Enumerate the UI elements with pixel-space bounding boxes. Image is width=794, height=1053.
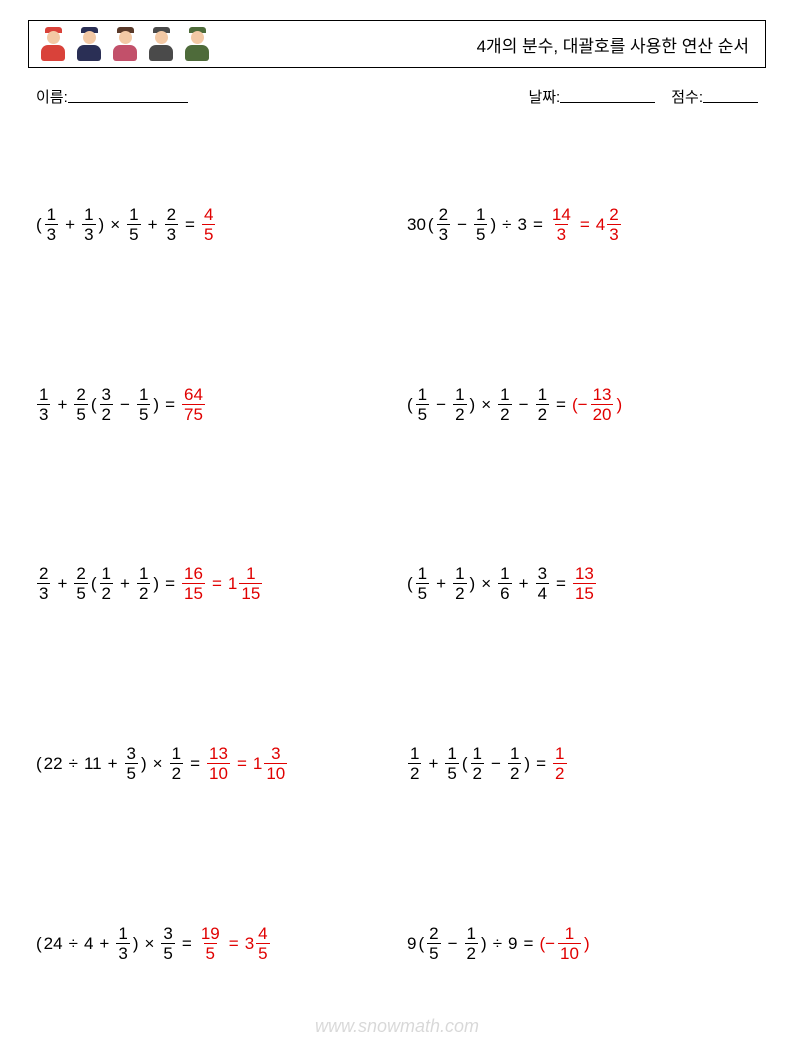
name-blank[interactable] [68, 86, 188, 103]
problem-4: (15−12)×12−12=(−1320) [407, 315, 758, 495]
worksheet-title: 4개의 분수, 대괄호를 사용한 연산 순서 [477, 32, 755, 57]
meta-row: 이름: 날짜: 점수: [28, 86, 766, 107]
problem-1-expression: (13+13)×15+23=45 [36, 206, 216, 243]
date-blank[interactable] [560, 86, 655, 103]
problem-1: (13+13)×15+23=45 [36, 135, 387, 315]
problem-4-expression: (15−12)×12−12=(−1320) [407, 386, 622, 423]
date-label: 날짜: [528, 86, 560, 107]
problem-10-answer: (−110) [539, 925, 589, 962]
problem-5-answer: 1615=1115 [181, 565, 263, 602]
name-label: 이름: [36, 86, 68, 107]
problem-9-answer: 195=345 [198, 925, 271, 962]
problem-2-answer: 143=423 [549, 206, 622, 243]
problem-2: 30(23−15)÷3=143=423 [407, 135, 758, 315]
worksheet-page: 4개의 분수, 대괄호를 사용한 연산 순서 이름: 날짜: 점수: (13+1… [0, 0, 794, 1053]
problem-7-expression: (22÷11+35)×12=1310=1310 [36, 745, 288, 782]
watermark-url: www.snowmath.com [0, 1016, 794, 1037]
problem-6: (15+12)×16+34=1315 [407, 494, 758, 674]
attendant-icon [111, 27, 139, 61]
problem-3-answer: 6475 [181, 386, 206, 423]
score-label: 점수: [671, 86, 703, 107]
problem-10-expression: 9(25−12)÷9=(−110) [407, 925, 590, 962]
problem-9-expression: (24÷4+13)×35=195=345 [36, 925, 271, 962]
problem-3: 13+25(32−15)=6475 [36, 315, 387, 495]
problem-6-expression: (15+12)×16+34=1315 [407, 565, 597, 602]
problem-1-answer: 45 [201, 206, 216, 243]
soldier-icon [183, 27, 211, 61]
firefighter-icon [39, 27, 67, 61]
worker-icon [147, 27, 175, 61]
problem-9: (24÷4+13)×35=195=345 [36, 853, 387, 1033]
problem-8-expression: 12+15(12−12)=12 [407, 745, 568, 782]
problem-4-answer: (−1320) [572, 386, 622, 423]
problem-2-expression: 30(23−15)÷3=143=423 [407, 206, 622, 243]
problem-7: (22÷11+35)×12=1310=1310 [36, 674, 387, 854]
problem-10: 9(25−12)÷9=(−110) [407, 853, 758, 1033]
problem-8: 12+15(12−12)=12 [407, 674, 758, 854]
problem-8-answer: 12 [552, 745, 567, 782]
problem-3-expression: 13+25(32−15)=6475 [36, 386, 206, 423]
problem-5-expression: 23+25(12+12)=1615=1115 [36, 565, 263, 602]
score-blank[interactable] [703, 86, 758, 103]
problem-6-answer: 1315 [572, 565, 597, 602]
header-icons [39, 27, 211, 61]
problem-7-answer: 1310=1310 [206, 745, 288, 782]
problem-5: 23+25(12+12)=1615=1115 [36, 494, 387, 674]
problems-grid: (13+13)×15+23=45 30(23−15)÷3=143=423 13+25… [28, 135, 766, 1033]
police-icon [75, 27, 103, 61]
header-bar: 4개의 분수, 대괄호를 사용한 연산 순서 [28, 20, 766, 68]
